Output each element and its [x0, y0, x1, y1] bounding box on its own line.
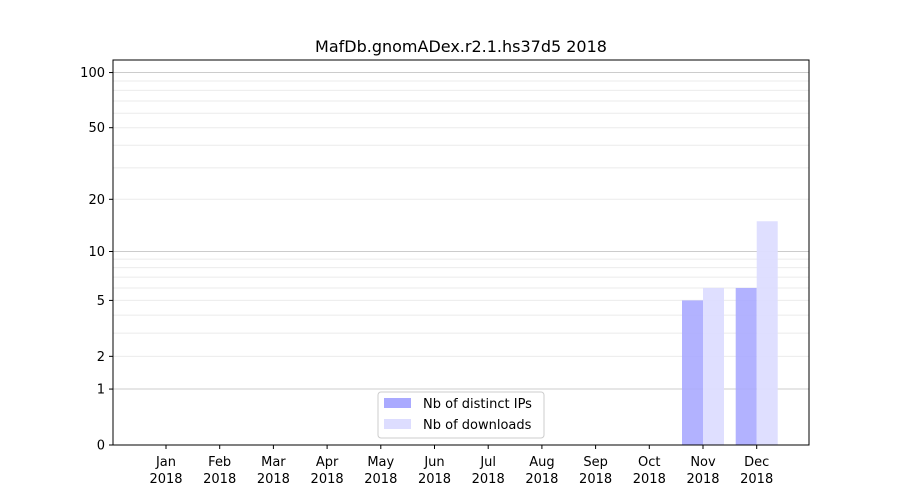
legend: Nb of distinct IPs Nb of downloads — [377, 391, 545, 439]
x-tick-label-year: 2018 — [418, 472, 451, 487]
x-tick-label-year: 2018 — [311, 472, 344, 487]
x-tick-label-year: 2018 — [525, 472, 558, 487]
x-tick-label-month: Oct — [638, 455, 660, 470]
x-tick-label-year: 2018 — [149, 472, 182, 487]
x-tick-label-month: Apr — [316, 455, 339, 470]
x-tick-label-month: Feb — [208, 455, 231, 470]
y-tick-label: 50 — [88, 121, 105, 136]
x-tick-label-year: 2018 — [686, 472, 719, 487]
x-tick-label-month: Mar — [261, 455, 286, 470]
y-tick-label: 20 — [88, 193, 105, 208]
x-tick-label-month: Jul — [479, 455, 496, 470]
x-tick-label-month: Dec — [744, 455, 769, 470]
bar-downloads — [756, 221, 778, 445]
bar-distinct-ips — [682, 300, 703, 445]
legend-label-ips: Nb of distinct IPs — [423, 397, 532, 412]
y-tick-label: 5 — [97, 294, 105, 309]
y-tick-label: 100 — [80, 66, 105, 81]
x-tick-label-year: 2018 — [364, 472, 397, 487]
plot-frame — [112, 59, 810, 446]
y-tick-label: 2 — [97, 350, 105, 365]
x-tick-label-month: Jan — [155, 455, 176, 470]
x-tick-label-month: Aug — [529, 455, 554, 470]
x-tick-label-year: 2018 — [203, 472, 236, 487]
x-tick-label-year: 2018 — [579, 472, 612, 487]
legend-swatch-downloads — [384, 419, 411, 429]
x-tick-label-year: 2018 — [633, 472, 666, 487]
bar-distinct-ips — [735, 287, 757, 445]
grid-lines — [113, 72, 809, 390]
y-tick-label: 0 — [97, 439, 105, 454]
x-tick-label-month: Nov — [690, 455, 716, 470]
y-tick-label: 10 — [88, 245, 105, 260]
y-tick-label: 1 — [97, 383, 105, 398]
bar-downloads — [703, 287, 724, 445]
x-tick-label-year: 2018 — [257, 472, 290, 487]
chart-title: MafDb.gnomADex.r2.1.hs37d5 2018 — [315, 37, 607, 56]
legend-swatch-ips — [384, 398, 411, 408]
x-tick-label-month: Sep — [583, 455, 608, 470]
x-axis: Jan 2018 Feb 2018 Mar 2018 Apr 2018 May 2018 Jun 20… — [149, 445, 773, 487]
x-tick-label-year: 2018 — [740, 472, 773, 487]
x-tick-label-year: 2018 — [472, 472, 505, 487]
x-tick-label-month: May — [367, 455, 394, 470]
bars — [682, 221, 778, 445]
y-axis: 0 1 2 5 10 20 50 100 — [80, 66, 113, 454]
legend-label-downloads: Nb of downloads — [423, 418, 532, 433]
x-tick-label-month: Jun — [423, 455, 444, 470]
